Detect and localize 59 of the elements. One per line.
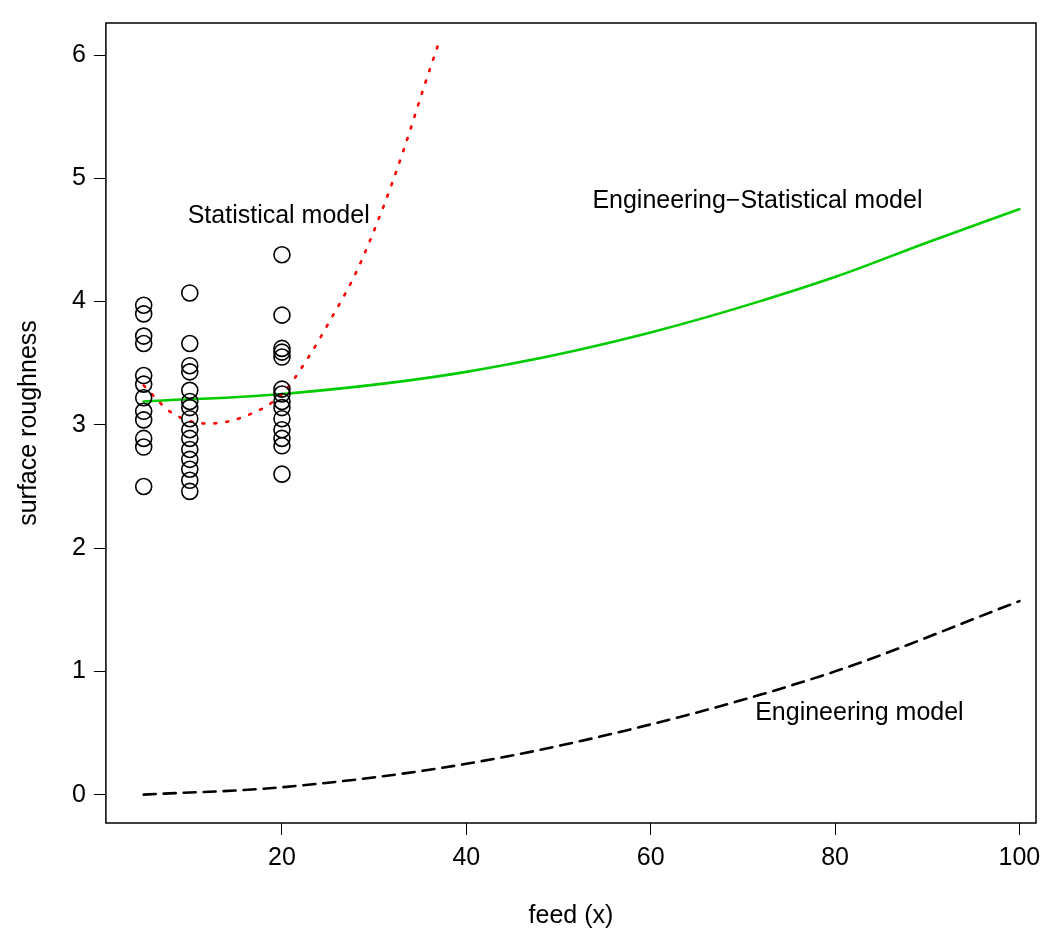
x-tick-label: 60 bbox=[636, 841, 665, 870]
x-tick-label: 100 bbox=[998, 841, 1041, 870]
point bbox=[273, 306, 291, 324]
x-tick-label: 40 bbox=[452, 841, 481, 870]
x-tick-label: 80 bbox=[821, 841, 849, 870]
x-axis-title: feed (x) bbox=[528, 899, 614, 928]
point bbox=[180, 409, 199, 428]
series-label: Statistical model bbox=[187, 200, 370, 229]
y-tick-label: 6 bbox=[72, 38, 86, 67]
point bbox=[273, 420, 291, 439]
point bbox=[180, 284, 199, 302]
point bbox=[134, 438, 153, 456]
point bbox=[273, 385, 291, 403]
point bbox=[273, 465, 291, 483]
line-series bbox=[142, 599, 1021, 796]
point bbox=[180, 440, 199, 459]
point bbox=[134, 375, 153, 393]
point bbox=[180, 429, 199, 448]
y-tick-label: 2 bbox=[72, 532, 86, 561]
point bbox=[180, 356, 199, 375]
point bbox=[273, 409, 291, 428]
point bbox=[134, 477, 153, 496]
point bbox=[273, 380, 291, 398]
point bbox=[134, 305, 153, 323]
point bbox=[134, 296, 153, 315]
point bbox=[180, 482, 199, 501]
point bbox=[273, 348, 291, 366]
point bbox=[180, 420, 199, 439]
point bbox=[273, 392, 291, 411]
series-label: Engineering model bbox=[755, 697, 964, 726]
series-label: Engineering−Statistical model bbox=[592, 185, 923, 214]
point bbox=[273, 398, 291, 417]
point bbox=[180, 460, 199, 479]
point bbox=[134, 388, 153, 407]
point bbox=[273, 339, 291, 358]
point bbox=[180, 363, 199, 381]
y-tick-label: 3 bbox=[72, 408, 86, 437]
y-tick-label: 5 bbox=[72, 162, 86, 191]
y-tick-label: 0 bbox=[72, 778, 86, 807]
point bbox=[273, 437, 291, 455]
point bbox=[180, 334, 199, 353]
point bbox=[180, 381, 199, 400]
point bbox=[134, 429, 153, 448]
point bbox=[134, 334, 153, 353]
point bbox=[180, 392, 199, 411]
point bbox=[273, 245, 291, 264]
point bbox=[134, 366, 153, 385]
point bbox=[180, 450, 199, 469]
point bbox=[134, 327, 153, 345]
point bbox=[180, 471, 199, 490]
point bbox=[134, 411, 153, 429]
point bbox=[273, 343, 291, 361]
y-tick-label: 4 bbox=[72, 285, 86, 314]
y-tick-label: 1 bbox=[72, 655, 86, 684]
y-axis-title: surface roughness bbox=[12, 320, 41, 526]
point bbox=[273, 429, 291, 448]
point bbox=[180, 398, 199, 417]
x-tick-label: 20 bbox=[268, 841, 296, 870]
point bbox=[134, 402, 153, 421]
